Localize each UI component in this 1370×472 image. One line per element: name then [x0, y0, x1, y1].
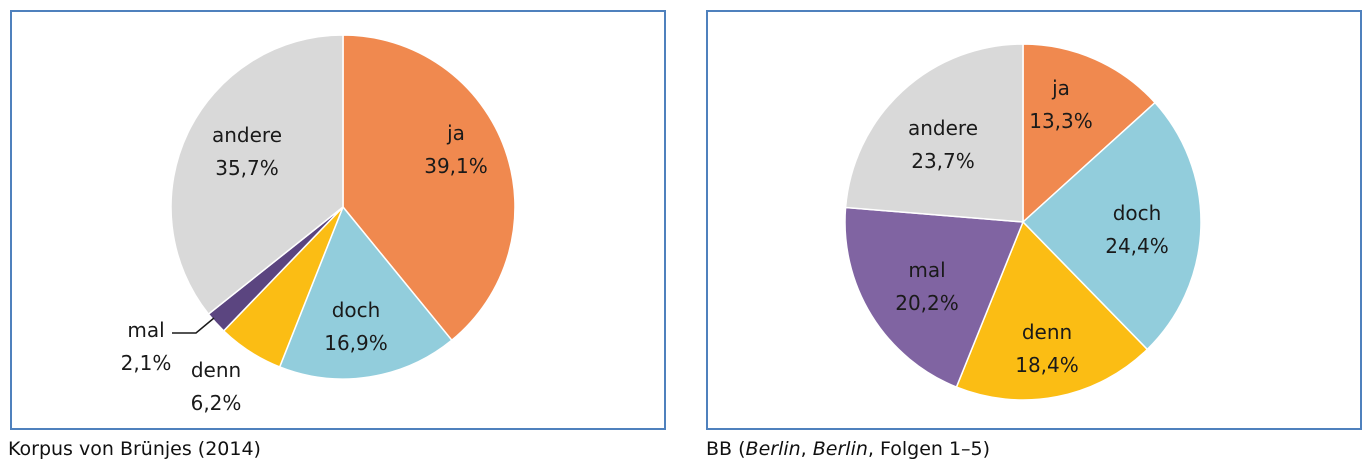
- pie-slice-ja: [342, 34, 516, 342]
- slice-value-ja: 39,1%: [424, 154, 488, 178]
- leader-line: [172, 317, 215, 334]
- pie-slice-mal: [844, 206, 1025, 389]
- slice-label-andere: andere: [908, 116, 978, 140]
- pie-chart-left-svg: ja 39,1% doch 16,9% denn 6,2% mal 2,1% andere 35,…: [121, 34, 516, 415]
- pie-slice-ja: [1022, 43, 1157, 224]
- pie-slice-denn: [955, 220, 1149, 401]
- caption-part-italic: Berlin: [745, 438, 801, 460]
- caption-part: BB (: [706, 438, 746, 460]
- pie-slice-andere: [844, 43, 1024, 223]
- slice-value-denn: 6,2%: [191, 391, 242, 415]
- slice-label-doch: doch: [332, 298, 381, 322]
- slice-value-andere: 23,7%: [911, 149, 975, 173]
- slice-label-ja: ja: [446, 121, 465, 145]
- slice-label-mal: mal: [908, 258, 945, 282]
- slice-label-denn: denn: [1022, 320, 1072, 344]
- slice-value-denn: 18,4%: [1015, 353, 1079, 377]
- slice-label-mal: mal: [127, 318, 164, 342]
- slice-label-andere: andere: [212, 123, 282, 147]
- chart-caption-right: BB (Berlin, Berlin, Folgen 1–5): [706, 438, 990, 460]
- pie-chart-right-svg: ja 13,3% doch 24,4% denn 18,4% mal 20,2% andere 2…: [844, 43, 1202, 401]
- slice-label-doch: doch: [1113, 201, 1162, 225]
- slice-value-andere: 35,7%: [215, 156, 279, 180]
- slice-value-mal: 20,2%: [895, 291, 959, 315]
- caption-part-italic: Berlin: [812, 438, 868, 460]
- slice-value-doch: 16,9%: [324, 331, 388, 355]
- slice-value-mal: 2,1%: [121, 351, 172, 375]
- pie-slice-doch: [278, 205, 453, 380]
- pie-slice-andere: [170, 34, 344, 316]
- slice-value-ja: 13,3%: [1029, 109, 1093, 133]
- pie-slice-doch: [1021, 101, 1202, 351]
- caption-part: ,: [800, 438, 813, 460]
- chart-caption-left: Korpus von Brünjes (2014): [8, 438, 261, 460]
- slice-value-doch: 24,4%: [1105, 234, 1169, 258]
- slice-label-denn: denn: [191, 358, 241, 382]
- pie-chart-left: ja 39,1% doch 16,9% denn 6,2% mal 2,1% andere 35,…: [10, 10, 666, 430]
- caption-part: , Folgen 1–5): [867, 438, 991, 460]
- slice-label-ja: ja: [1051, 76, 1070, 100]
- pie-chart-right: ja 13,3% doch 24,4% denn 18,4% mal 20,2% andere 2…: [706, 10, 1362, 430]
